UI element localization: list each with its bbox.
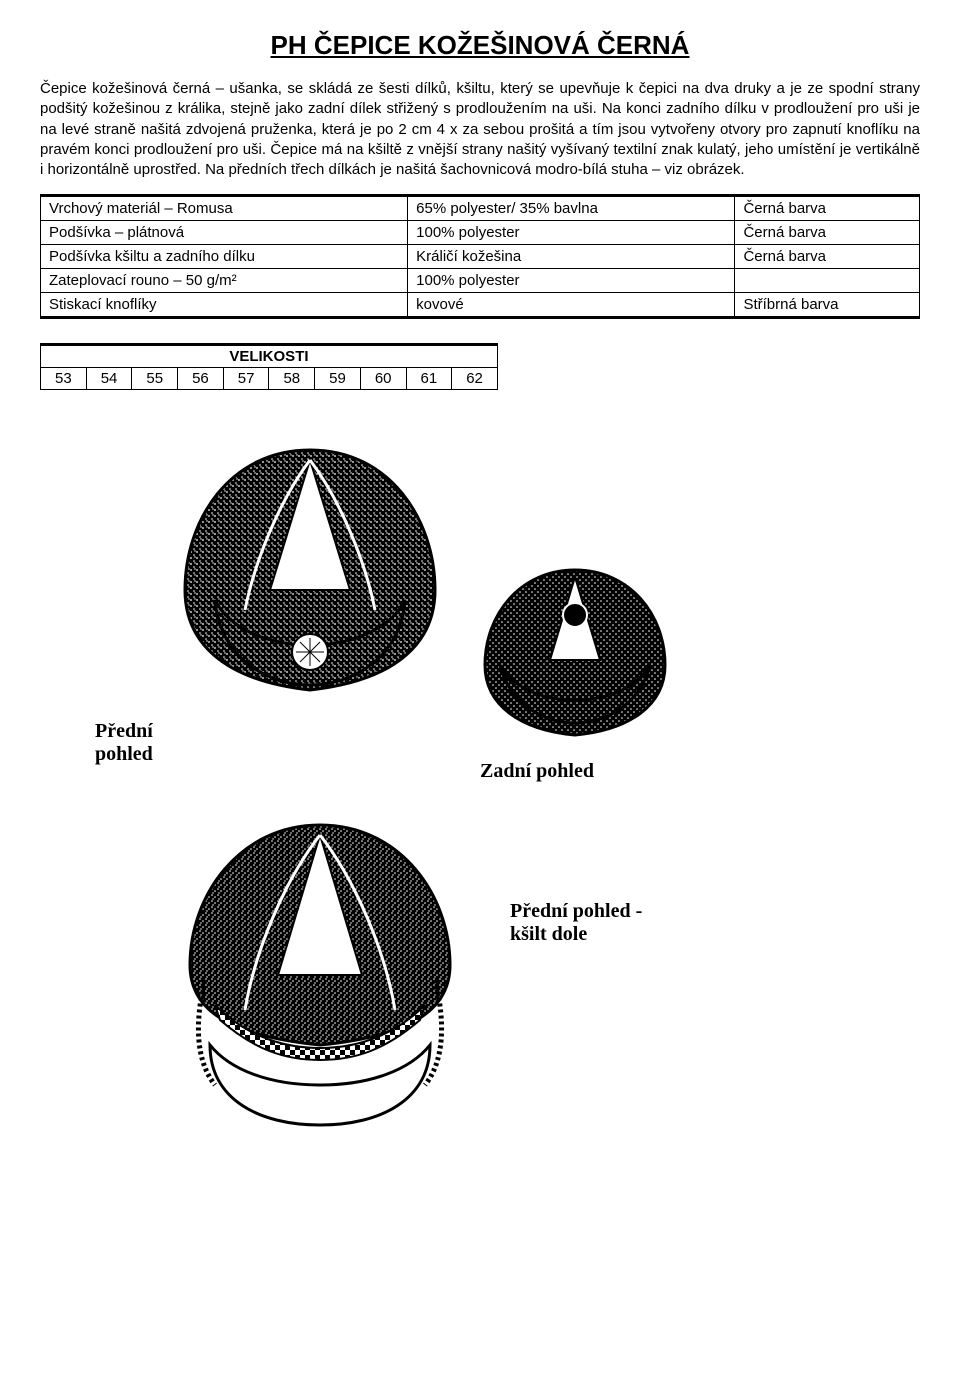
size-cell: 59 xyxy=(315,368,361,390)
label-front-view: Přednípohled xyxy=(95,720,153,766)
spec-table: Vrchový materiál – Romusa65% polyester/ … xyxy=(40,194,920,319)
size-cell: 53 xyxy=(41,368,87,390)
size-cell: 54 xyxy=(86,368,132,390)
table-cell: Stiskací knoflíky xyxy=(41,293,408,318)
table-cell: Podšívka – plátnová xyxy=(41,221,408,245)
table-cell: Zateplovací rouno – 50 g/m² xyxy=(41,269,408,293)
description-paragraph: Čepice kožešinová černá – ušanka, se skl… xyxy=(40,79,920,180)
table-cell: Černá barva xyxy=(735,245,920,269)
table-cell: Stříbrná barva xyxy=(735,293,920,318)
table-cell xyxy=(735,269,920,293)
table-cell: Králičí kožešina xyxy=(408,245,735,269)
cap-back-illustration xyxy=(470,555,680,755)
label-back-view: Zadní pohled xyxy=(480,760,594,783)
size-cell: 62 xyxy=(452,368,498,390)
table-cell: Černá barva xyxy=(735,221,920,245)
table-cell: Černá barva xyxy=(735,196,920,221)
table-cell: 65% polyester/ 35% bavlna xyxy=(408,196,735,221)
size-cell: 57 xyxy=(223,368,269,390)
size-cell: 60 xyxy=(360,368,406,390)
page-title: PH ČEPICE KOŽEŠINOVÁ ČERNÁ xyxy=(40,30,920,61)
size-cell: 56 xyxy=(178,368,224,390)
size-cell: 61 xyxy=(406,368,452,390)
sizes-table: VELIKOSTI 53545556575859606162 xyxy=(40,343,498,390)
cap-peak-down-illustration xyxy=(160,810,480,1140)
sizes-header: VELIKOSTI xyxy=(41,345,498,368)
size-cell: 55 xyxy=(132,368,178,390)
table-cell: 100% polyester xyxy=(408,269,735,293)
table-cell: 100% polyester xyxy=(408,221,735,245)
table-cell: Podšívka kšiltu a zadního dílku xyxy=(41,245,408,269)
table-cell: kovové xyxy=(408,293,735,318)
size-cell: 58 xyxy=(269,368,315,390)
table-cell: Vrchový materiál – Romusa xyxy=(41,196,408,221)
cap-front-illustration xyxy=(160,430,460,730)
figures-area: Přednípohled Zadní pohled Přední pohled … xyxy=(40,420,920,1140)
label-peak-down: Přední pohled -kšilt dole xyxy=(510,900,642,946)
